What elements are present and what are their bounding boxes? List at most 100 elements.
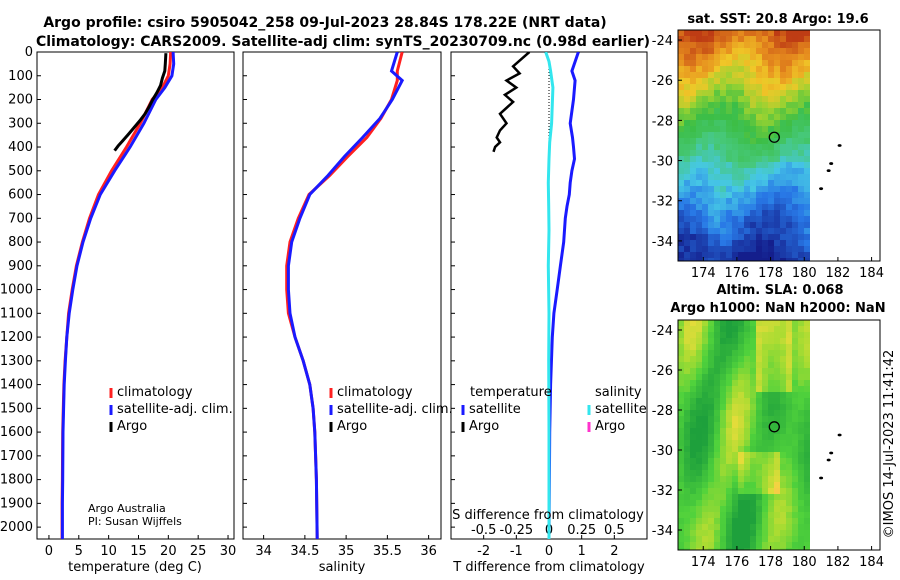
sst-cell [726,30,733,37]
sst-cell [714,204,721,211]
sla-cell [762,422,769,429]
sla-cell [744,506,751,513]
sst-cell [726,48,733,55]
sla-cell [756,386,763,393]
island-shape [837,433,842,437]
sla-cell [696,428,703,435]
sla-cell [726,368,733,375]
sla-cell [714,464,721,471]
sla-cell [762,458,769,465]
sst-cell [774,30,781,37]
sla-cell [786,446,793,453]
sla-cell [678,488,685,495]
sst-cell [792,258,799,261]
sst-cell [798,42,805,49]
sla-cell [732,470,739,477]
sst-cell [774,156,781,163]
sla-cell [792,494,799,501]
sst-cell [690,222,697,229]
sla-cell [714,488,721,495]
sla-cell [684,470,691,477]
sst-cell [798,234,805,241]
sla-cell [732,548,739,550]
sla-cell [708,458,715,465]
sla-cell [798,476,805,483]
sla-cell [732,536,739,543]
sst-cell [708,204,715,211]
sst-cell [708,96,715,103]
sst-cell [732,60,739,67]
sst-cell [798,216,805,223]
sla-cell [696,440,703,447]
sst-cell [798,60,805,67]
sst-cell [780,114,787,121]
sst-cell [678,60,685,67]
sla-cell [726,422,733,429]
sla-cell [738,320,745,327]
sla-cell [786,362,793,369]
sst-cell [798,252,805,259]
sla-cell [708,368,715,375]
sla-cell [750,368,757,375]
sla-cell [726,470,733,477]
sst-cell [720,138,727,145]
sla-cell [774,416,781,423]
sla-cell [756,518,763,525]
sla-cell [750,452,757,459]
sla-cell [756,416,763,423]
sst-cell [780,78,787,85]
sst-cell [792,138,799,145]
sla-cell [774,374,781,381]
sst-cell [678,72,685,79]
sst-cell [756,204,763,211]
sst-cell [732,90,739,97]
temperature-series-argo [113,53,168,152]
sst-cell [678,102,685,109]
sla-cell [726,542,733,549]
salinity-series-satellite-adj-clim- [286,52,405,539]
sst-cell [792,84,799,91]
sla-cell [786,440,793,447]
sla-cell [714,518,721,525]
sla-cell [696,488,703,495]
sst-cell [786,138,793,145]
sla-cell [708,524,715,531]
sla-cell [714,506,721,513]
sla-cell [732,464,739,471]
sla-cell [804,434,810,441]
salinity-axis-label: salinity [319,560,366,575]
sst-cell [678,162,685,169]
sst-cell [786,234,793,241]
sla-cell [702,500,709,507]
sla-cell [708,374,715,381]
sst-cell [708,114,715,121]
sla-cell [678,344,685,351]
depth-tick-label: 0 [25,45,33,60]
sst-cell [690,126,697,133]
sst-cell [786,252,793,259]
sla-cell [780,362,787,369]
sst-cell [738,198,745,205]
sst-cell [708,228,715,235]
sla-cell [732,422,739,429]
sst-cell [726,66,733,73]
sst-cell [726,42,733,49]
sst-cell [744,210,751,217]
sla-cell [774,368,781,375]
sst-cell [678,138,685,145]
sst-cell [714,102,721,109]
sla-cell [798,530,805,537]
sla-cell [708,464,715,471]
sst-cell [684,216,691,223]
sst-cell [732,138,739,145]
sst-cell [738,48,745,55]
sla-cell [702,350,709,357]
sla-cell [792,410,799,417]
sst-cell [744,114,751,121]
sla-cell [732,344,739,351]
sla-cell [756,440,763,447]
sla-cell [720,320,727,327]
sst-cell [756,78,763,85]
sst-lon-label: 180 [792,266,817,281]
sst-cell [774,84,781,91]
